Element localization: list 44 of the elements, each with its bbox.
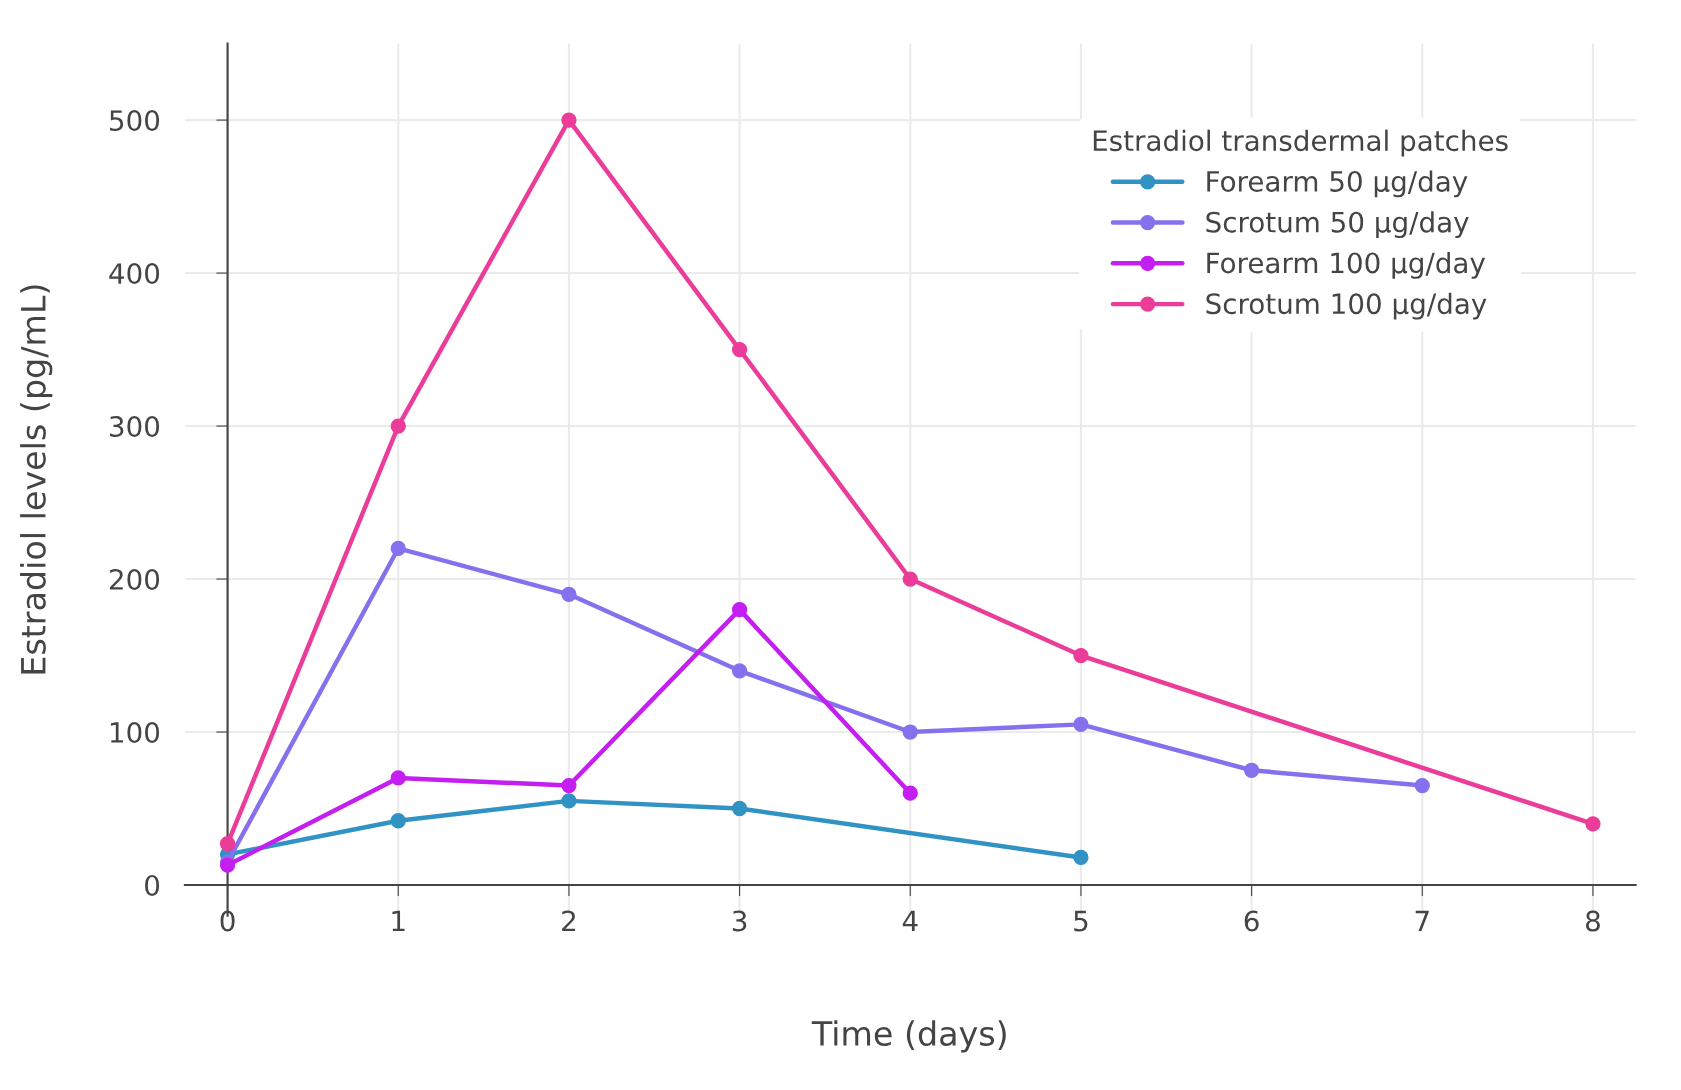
x-tick-label: 3 bbox=[732, 910, 747, 932]
x-tick-label: 7 bbox=[1415, 910, 1429, 932]
y-tick-label: 100 bbox=[110, 721, 160, 743]
point bbox=[731, 341, 748, 358]
point bbox=[902, 785, 918, 801]
point bbox=[219, 836, 236, 852]
point bbox=[731, 800, 748, 817]
y-tick-label: 300 bbox=[110, 415, 160, 437]
point bbox=[561, 777, 577, 794]
x-tick-label: 8 bbox=[1585, 910, 1600, 932]
point bbox=[1414, 777, 1430, 794]
x-tick-label: 6 bbox=[1244, 910, 1259, 932]
point bbox=[390, 813, 406, 829]
point bbox=[731, 663, 748, 679]
legend-label: Forearm 100 μg/day bbox=[1207, 251, 1486, 279]
point bbox=[561, 112, 577, 128]
point bbox=[390, 770, 406, 786]
y-tick-label: 500 bbox=[110, 110, 160, 132]
point bbox=[1585, 816, 1601, 832]
point bbox=[1073, 647, 1089, 664]
point bbox=[390, 418, 406, 434]
x-tick-label: 0 bbox=[220, 910, 235, 932]
y-tick-label: 400 bbox=[109, 263, 160, 285]
point bbox=[902, 571, 918, 587]
legend-label: Scrotum 50 μg/day bbox=[1206, 211, 1469, 239]
x-tick-label: 5 bbox=[1074, 910, 1088, 932]
point bbox=[731, 601, 748, 618]
point bbox=[1073, 716, 1089, 733]
legend-label: Scrotum 100 μg/day bbox=[1206, 292, 1487, 320]
x-tick-label: 4 bbox=[902, 910, 918, 932]
x-axis-title: Time (days) bbox=[811, 1020, 1006, 1053]
point bbox=[390, 540, 406, 557]
y-tick-label: 0 bbox=[145, 874, 160, 896]
y-axis-title: Estradiol levels (pg/mL) bbox=[20, 285, 53, 674]
legend-label: Forearm 50 μg/day bbox=[1207, 170, 1468, 198]
x-tick-label: 1 bbox=[392, 910, 405, 932]
point bbox=[902, 724, 918, 740]
y-tick-label: 200 bbox=[109, 568, 160, 590]
x-tick-label: 2 bbox=[562, 910, 575, 932]
point bbox=[561, 793, 577, 809]
legend-title: Estradiol transdermal patches bbox=[1093, 129, 1508, 157]
point bbox=[1243, 762, 1260, 778]
point bbox=[1073, 849, 1089, 866]
point bbox=[561, 586, 577, 602]
